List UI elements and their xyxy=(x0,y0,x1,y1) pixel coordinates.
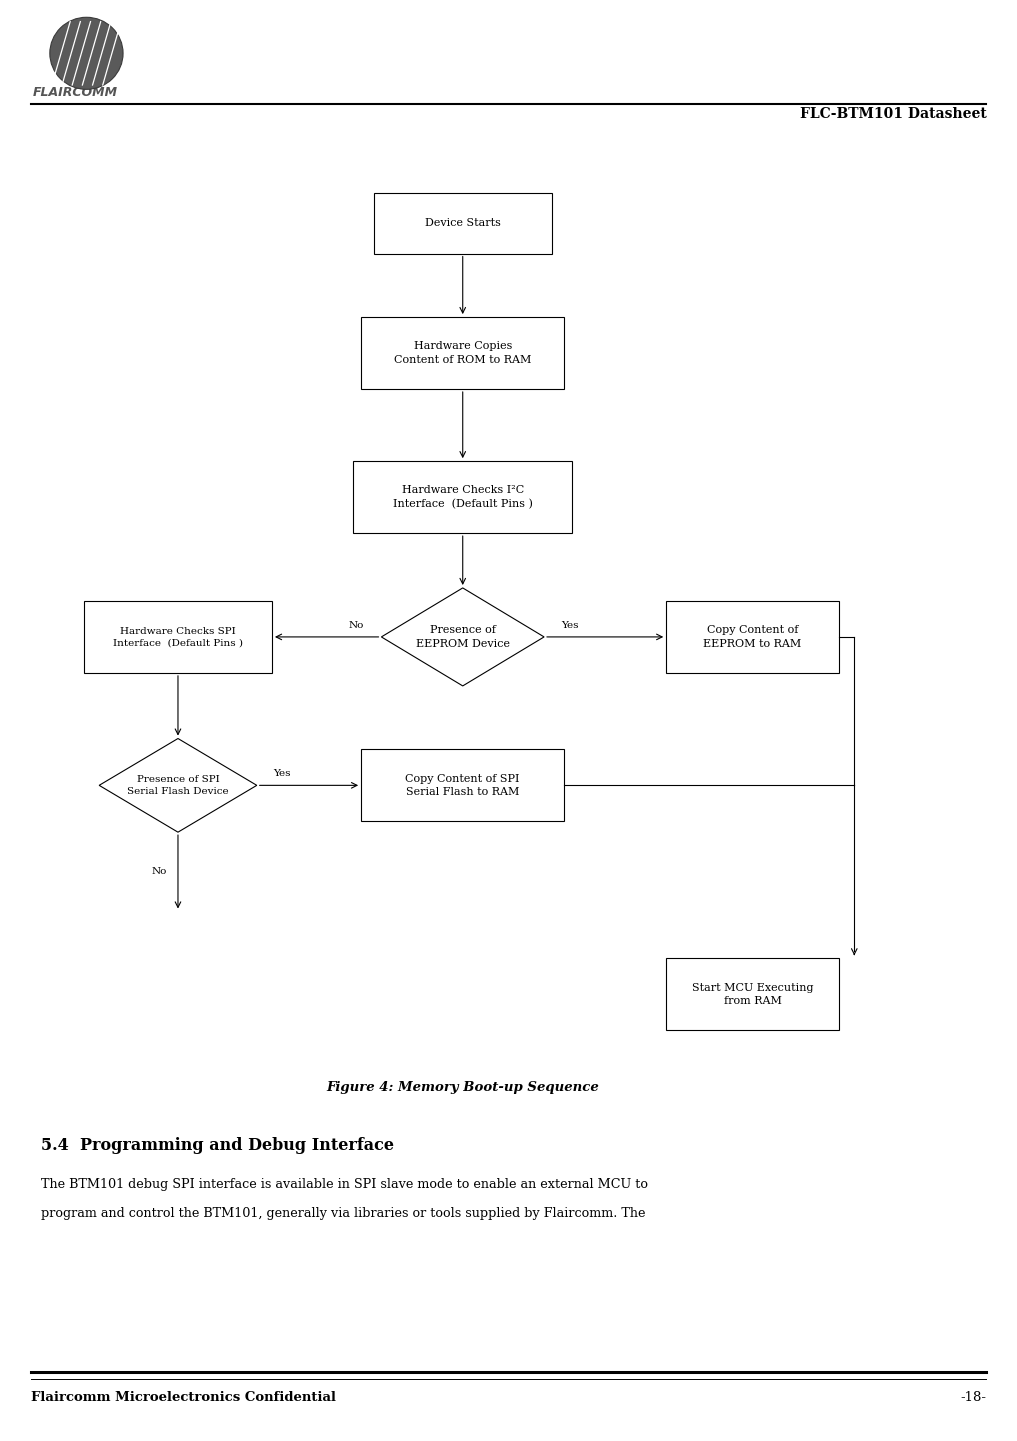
Polygon shape xyxy=(99,738,257,833)
Text: Hardware Copies
Content of ROM to RAM: Hardware Copies Content of ROM to RAM xyxy=(394,342,532,365)
Text: Yes: Yes xyxy=(560,621,579,630)
Text: FLC-BTM101 Datasheet: FLC-BTM101 Datasheet xyxy=(799,107,986,121)
Text: 5.4  Programming and Debug Interface: 5.4 Programming and Debug Interface xyxy=(41,1137,394,1154)
Text: program and control the BTM101, generally via libraries or tools supplied by Fla: program and control the BTM101, generall… xyxy=(41,1206,645,1221)
FancyBboxPatch shape xyxy=(361,749,564,821)
FancyBboxPatch shape xyxy=(374,193,551,254)
Text: Device Starts: Device Starts xyxy=(425,219,500,228)
FancyBboxPatch shape xyxy=(83,601,272,673)
Text: Presence of SPI
Serial Flash Device: Presence of SPI Serial Flash Device xyxy=(127,775,229,795)
Text: Hardware Checks I²C
Interface  (Default Pins ): Hardware Checks I²C Interface (Default P… xyxy=(393,486,533,509)
Text: Copy Content of
EEPROM to RAM: Copy Content of EEPROM to RAM xyxy=(704,625,801,648)
FancyBboxPatch shape xyxy=(666,601,839,673)
Text: Yes: Yes xyxy=(274,769,291,778)
Ellipse shape xyxy=(50,17,123,89)
Polygon shape xyxy=(381,588,544,686)
Text: The BTM101 debug SPI interface is available in SPI slave mode to enable an exter: The BTM101 debug SPI interface is availa… xyxy=(41,1177,648,1192)
Text: FLAIRCOMM: FLAIRCOMM xyxy=(33,86,118,99)
Text: Copy Content of SPI
Serial Flash to RAM: Copy Content of SPI Serial Flash to RAM xyxy=(406,774,520,797)
Text: No: No xyxy=(348,621,364,630)
Text: Flaircomm Microelectronics Confidential: Flaircomm Microelectronics Confidential xyxy=(31,1391,336,1405)
Text: Start MCU Executing
from RAM: Start MCU Executing from RAM xyxy=(692,983,814,1006)
FancyBboxPatch shape xyxy=(361,317,564,389)
FancyBboxPatch shape xyxy=(354,461,572,533)
Text: Hardware Checks SPI
Interface  (Default Pins ): Hardware Checks SPI Interface (Default P… xyxy=(113,627,243,647)
FancyBboxPatch shape xyxy=(666,958,839,1030)
Text: Presence of
EEPROM Device: Presence of EEPROM Device xyxy=(416,625,510,648)
Text: -18-: -18- xyxy=(960,1391,986,1405)
Text: Figure 4: Memory Boot-up Sequence: Figure 4: Memory Boot-up Sequence xyxy=(326,1081,599,1095)
Text: No: No xyxy=(152,867,168,876)
